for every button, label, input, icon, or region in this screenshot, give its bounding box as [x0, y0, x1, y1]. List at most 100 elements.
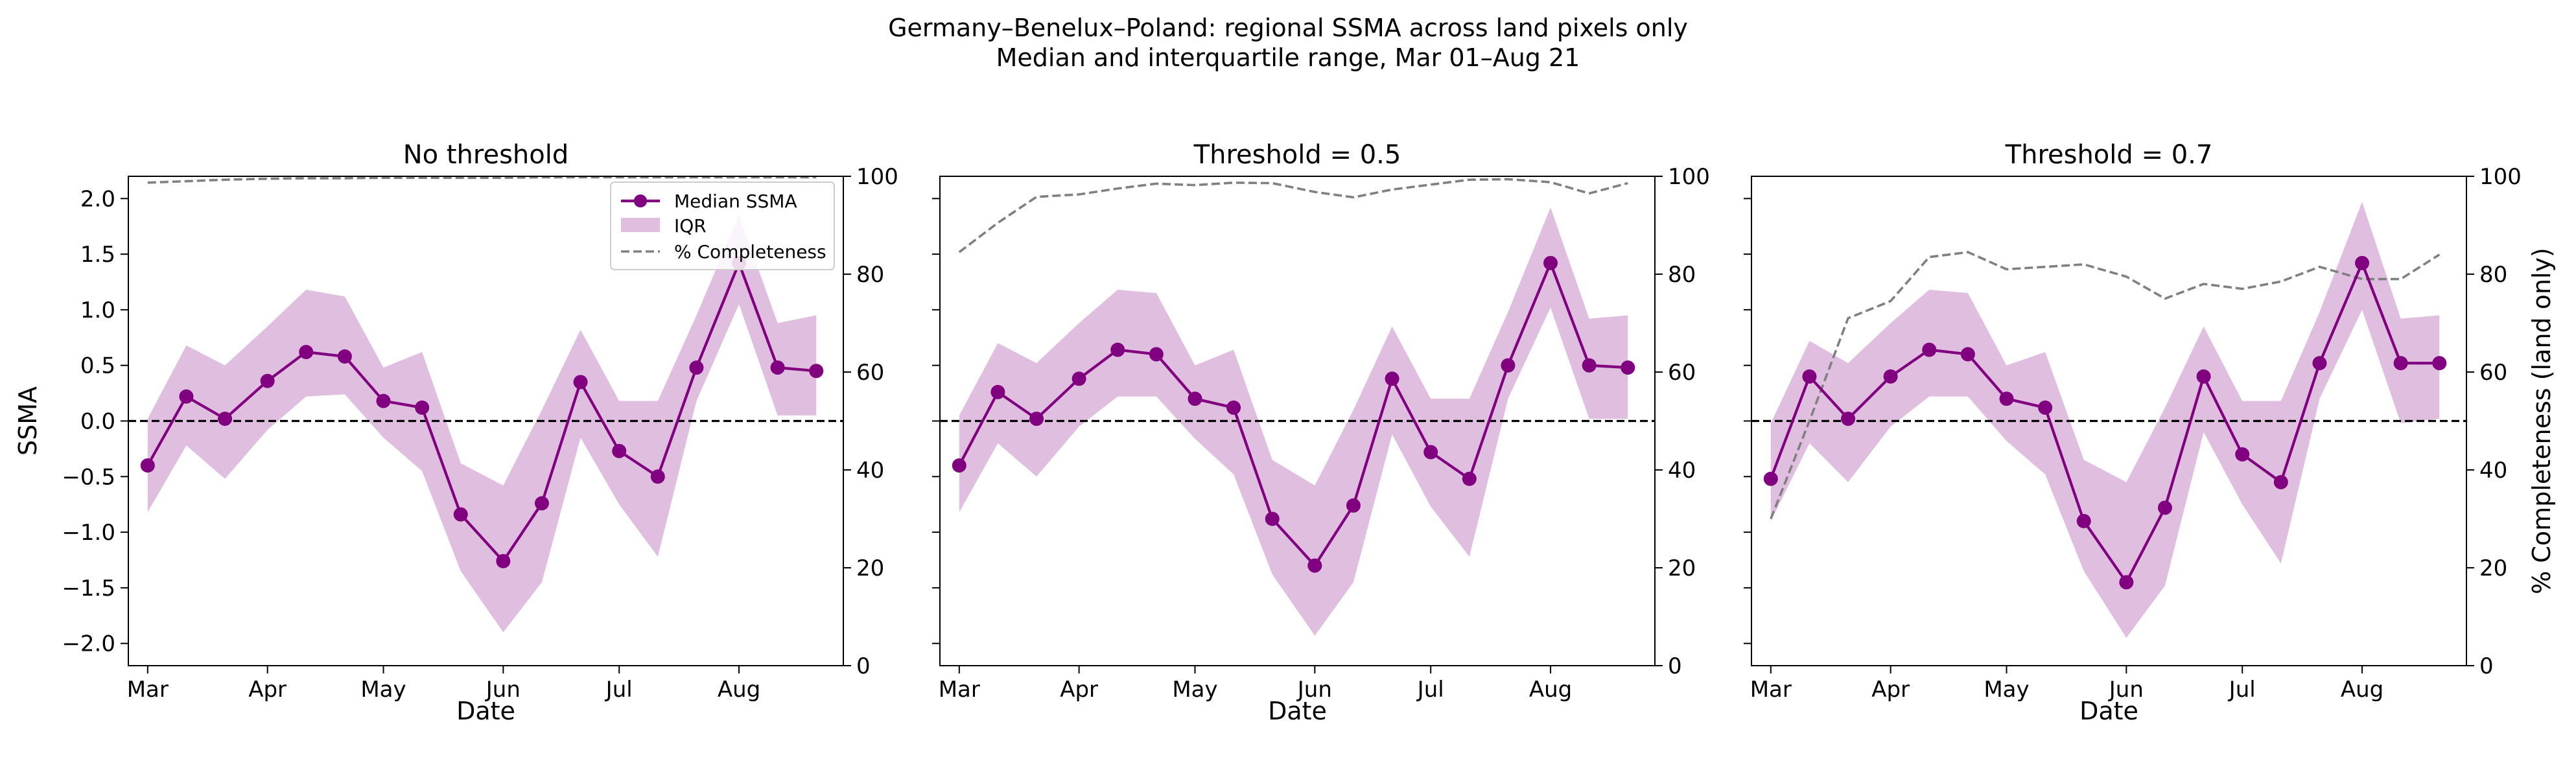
x-tick-label: Aug	[2341, 677, 2383, 703]
median-point	[689, 360, 704, 375]
median-point	[1110, 342, 1125, 357]
y2-tick-label: 0	[856, 653, 871, 679]
median-point	[1188, 391, 1202, 406]
completeness-line	[1770, 251, 2441, 520]
x-tick-label: Apr	[1871, 677, 1910, 703]
median-point	[260, 373, 275, 388]
median-point	[952, 458, 966, 473]
legend-box	[610, 181, 835, 270]
chart-panel-1: −2.0 −1.5 −1.0 −0.5 0.0 0.5 1.0 1.5 2.0 0 20 40 60 80…	[14, 140, 898, 725]
median-point	[2273, 474, 2288, 489]
median-point	[140, 458, 155, 473]
y-tick-label: 0.0	[80, 409, 115, 435]
median-point	[573, 375, 588, 390]
y-tick-label: 0.5	[80, 353, 115, 379]
median-point	[2038, 400, 2053, 415]
median-point	[1423, 445, 1438, 460]
y2-tick-label: 60	[1668, 360, 1696, 386]
legend-iqr-swatch	[621, 218, 660, 232]
median-point	[2355, 255, 2370, 270]
x-axis-label: Date	[1268, 697, 1327, 725]
chart-panels: −2.0 −1.5 −1.0 −0.5 0.0 0.5 1.0 1.5 2.0 0 20 40 60 80…	[14, 140, 2556, 725]
x-tick-label: Aug	[718, 677, 760, 703]
median-point	[496, 554, 511, 568]
figure-title-line2: Median and interquartile range, Mar 01–A…	[996, 43, 1580, 72]
x-tick-label: Mar	[1750, 677, 1792, 703]
median-point	[990, 384, 1005, 399]
legend: Median SSMA IQR % Completeness	[610, 181, 835, 270]
y2-tick-label: 100	[2479, 164, 2522, 190]
median-point	[2393, 356, 2408, 371]
median-point	[1960, 347, 1975, 362]
completeness-line	[958, 178, 1628, 253]
x-tick-label: May	[1172, 677, 1217, 703]
median-point	[2119, 575, 2134, 590]
median-point	[218, 412, 233, 426]
median-line	[957, 259, 1628, 568]
chart-panel-3: 0 20 40 60 80 100 Mar Apr May Jun Jul Aug Threshold …	[1744, 140, 2556, 725]
median-point	[650, 469, 665, 484]
figure-title-line1: Germany–Benelux–Poland: regional SSMA ac…	[888, 14, 1688, 42]
y2-tick-label: 40	[1668, 458, 1696, 484]
median-point	[534, 496, 549, 511]
y2-tick-label: 100	[1668, 164, 1710, 190]
median-point	[2076, 513, 2091, 528]
median-point	[1226, 400, 1241, 415]
x-tick-label: Jun	[2108, 677, 2144, 703]
x-tick-label: Jul	[1416, 677, 1444, 703]
x-tick-label: Jul	[605, 677, 633, 703]
y2-axis-label: % Completeness (land only)	[2527, 248, 2556, 594]
median-point	[2196, 369, 2211, 384]
median-line	[1769, 259, 2440, 585]
median-point	[1029, 412, 1044, 426]
x-tick-label: Aug	[1529, 677, 1572, 703]
y2-tick-label: 60	[2479, 360, 2507, 386]
x-tick-label: Mar	[939, 677, 980, 703]
median-point	[1763, 471, 1778, 486]
median-point	[415, 400, 430, 415]
x-tick-label: May	[1984, 677, 2029, 703]
y-tick-label: −1.5	[62, 576, 115, 601]
y-tick-label: −1.0	[62, 520, 115, 546]
x-tick-label: Apr	[248, 677, 287, 703]
panel-title: No threshold	[403, 140, 569, 170]
legend-median-marker-swatch	[634, 194, 647, 207]
y2-tick-label: 60	[856, 360, 884, 386]
x-axis-label: Date	[456, 697, 515, 725]
y-tick-label: −2.0	[62, 631, 115, 657]
median-point	[1582, 358, 1597, 373]
y2-tick-label: 20	[1668, 555, 1696, 581]
y2-tick-label: 20	[856, 555, 884, 581]
x-tick-label: May	[360, 677, 406, 703]
x-tick-label: Jun	[485, 677, 521, 703]
median-point	[1307, 558, 1322, 573]
median-point	[1462, 471, 1477, 486]
legend-label-completeness: % Completeness	[674, 241, 826, 263]
y2-tick-label: 20	[2479, 555, 2507, 581]
panel-title: Threshold = 0.7	[2005, 140, 2213, 170]
y2-tick-label: 40	[856, 458, 884, 484]
median-point	[2235, 447, 2250, 461]
median-point	[1385, 371, 1399, 386]
median-point	[1149, 347, 1164, 362]
median-point	[2157, 500, 2172, 515]
y2-tick-label: 100	[856, 164, 898, 190]
x-tick-label: Jul	[2228, 677, 2256, 703]
iqr-band	[147, 215, 817, 633]
completeness-line	[147, 176, 817, 184]
median-point	[770, 360, 785, 375]
median-point	[1999, 391, 2014, 406]
legend-label-iqr: IQR	[674, 215, 707, 237]
x-tick-label: Jun	[1296, 677, 1332, 703]
y-tick-label: 1.5	[80, 242, 115, 268]
iqr-band	[959, 207, 1628, 636]
median-point	[337, 349, 352, 364]
y-tick-label: 2.0	[80, 186, 115, 212]
x-tick-label: Mar	[127, 677, 169, 703]
y-tick-label: −0.5	[62, 464, 115, 490]
median-point	[1621, 360, 1635, 375]
y-axis-label: SSMA	[14, 386, 42, 456]
median-point	[1346, 498, 1361, 513]
median-point	[809, 364, 824, 379]
